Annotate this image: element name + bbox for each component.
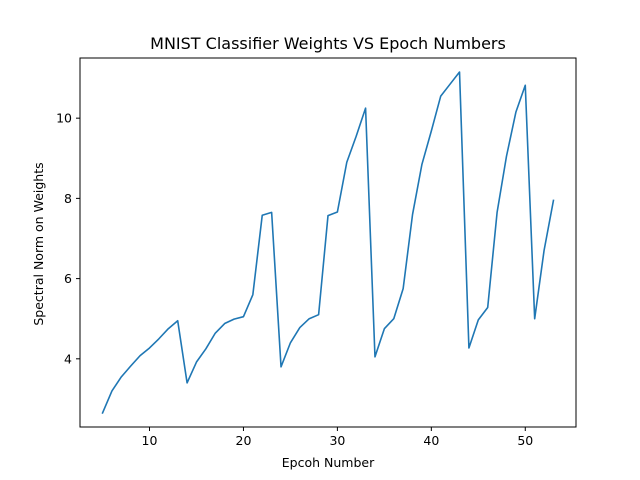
plot-area: 10 20 30 40 50 4 6 8 10 xyxy=(56,57,577,448)
plot-frame xyxy=(79,57,577,428)
y-tick-label: 6 xyxy=(64,271,72,286)
x-tick-label: 50 xyxy=(517,433,533,448)
y-axis-label: Spectral Norm on Weights xyxy=(31,162,46,325)
chart-title: MNIST Classifier Weights VS Epoch Number… xyxy=(150,34,506,53)
y-tick-label: 8 xyxy=(64,191,72,206)
x-tick-label: 30 xyxy=(329,433,345,448)
x-tick-label: 40 xyxy=(423,433,439,448)
x-axis-label: Epcoh Number xyxy=(282,455,375,470)
x-tick-label: 10 xyxy=(142,433,158,448)
x-tick-label: 20 xyxy=(236,433,252,448)
y-tick-label: 4 xyxy=(64,351,72,366)
series-line-0 xyxy=(101,71,555,415)
y-tick-label: 10 xyxy=(56,111,72,126)
